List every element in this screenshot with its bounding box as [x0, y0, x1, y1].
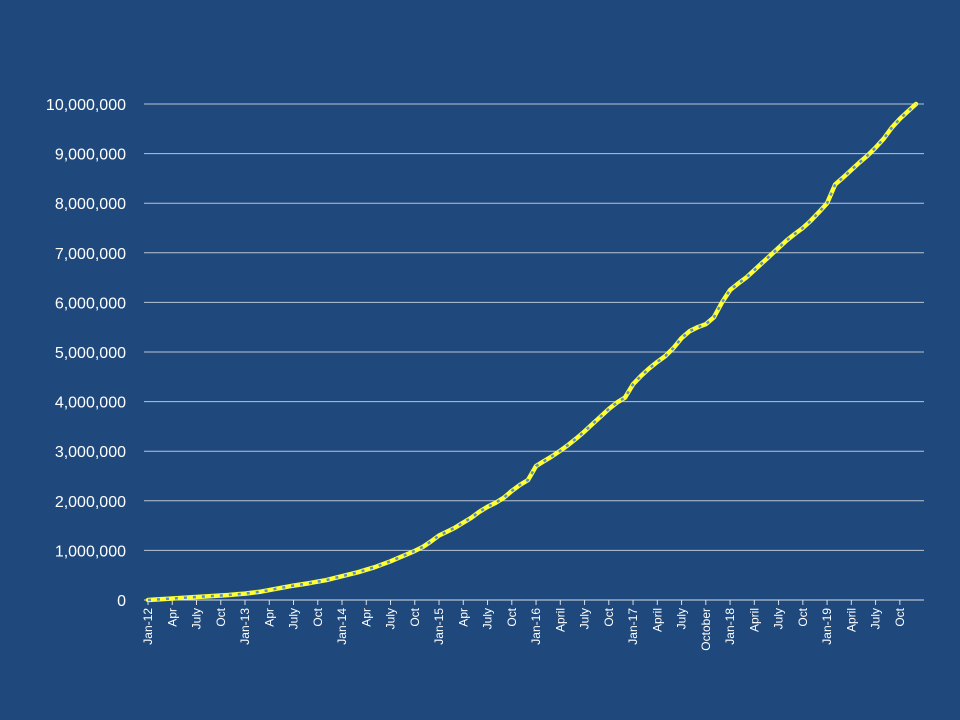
x-tick-label: Jan-16 [529, 608, 543, 645]
y-tick-label: 9,000,000 [55, 147, 126, 164]
x-tick-label: Apr [165, 608, 179, 627]
x-tick-label: Jan-12 [141, 608, 155, 645]
x-tick-label: July [869, 608, 883, 629]
x-axis [144, 599, 924, 605]
x-tick-label: July [481, 608, 495, 629]
x-tick-label: Oct [214, 607, 228, 626]
x-tick-label: Apr [456, 608, 470, 627]
x-tick-label: Apr [359, 608, 373, 627]
y-tick-label: 6,000,000 [55, 295, 126, 312]
x-tick-label: Oct [602, 607, 616, 626]
x-tick-label: July [578, 608, 592, 629]
x-axis-labels: Jan-12 Apr July Oct Jan-13 Apr July Oct Jan-14 Ap… [141, 607, 907, 650]
x-tick-label: October [699, 608, 713, 651]
y-tick-label: 1,000,000 [55, 543, 126, 560]
x-tick-label: July [287, 608, 301, 629]
x-tick-label: July [675, 608, 689, 629]
x-tick-label: April [650, 608, 664, 632]
x-tick-label: Oct [893, 607, 907, 626]
y-tick-label: 5,000,000 [55, 345, 126, 362]
x-tick-label: Jan-14 [335, 608, 349, 645]
x-tick-label: Jan-18 [723, 608, 737, 645]
x-tick-label: April [553, 608, 567, 632]
y-axis-labels: 0 1,000,000 2,000,000 3,000,000 4,000,000 5,0… [46, 97, 126, 610]
x-tick-label: July [384, 608, 398, 629]
y-tick-label: 8,000,000 [55, 196, 126, 213]
x-tick-label: Jan-17 [626, 608, 640, 645]
x-tick-label: July [190, 608, 204, 629]
x-tick-label: April [844, 608, 858, 632]
series-group [145, 101, 919, 603]
x-tick-label: Apr [262, 608, 276, 627]
x-tick-label: Jan-13 [238, 608, 252, 645]
x-tick-label: Oct [796, 607, 810, 626]
y-tick-label: 10,000,000 [46, 97, 126, 114]
y-tick-label: 0 [117, 593, 126, 610]
series-line-dash [147, 103, 917, 602]
x-tick-label: Oct [311, 607, 325, 626]
x-tick-label: July [772, 608, 786, 629]
x-tick-label: April [747, 608, 761, 632]
y-tick-label: 3,000,000 [55, 444, 126, 461]
y-tick-label: 4,000,000 [55, 395, 126, 412]
y-tick-label: 7,000,000 [55, 246, 126, 263]
x-tick-label: Jan-19 [820, 608, 834, 645]
x-tick-label: Jan-15 [432, 608, 446, 645]
gridlines [144, 103, 924, 551]
y-tick-label: 2,000,000 [55, 494, 126, 511]
x-tick-label: Oct [505, 607, 519, 626]
x-tick-label: Oct [408, 607, 422, 626]
